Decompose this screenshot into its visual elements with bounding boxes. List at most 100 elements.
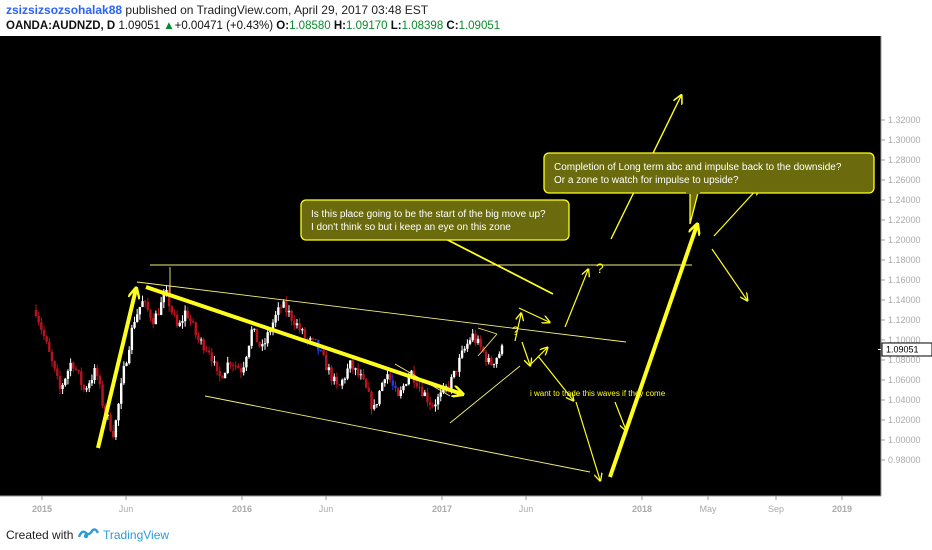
- time-tick-label: 2018: [632, 504, 652, 514]
- candle-body: [357, 368, 360, 376]
- symbol-line: OANDA:AUDNZD, D 1.09051 ▲+0.00471 (+0.43…: [6, 20, 501, 32]
- candle-body: [125, 363, 128, 366]
- candle-body: [463, 348, 466, 351]
- candle-body: [37, 315, 40, 323]
- candle-body: [40, 322, 43, 330]
- candle-body: [359, 374, 363, 376]
- up-triangle-icon: ▲: [163, 20, 175, 32]
- candle-body: [391, 380, 395, 386]
- price-tick-label: 1.28000: [888, 155, 921, 165]
- candle-body: [135, 314, 139, 322]
- candle-body: [130, 327, 134, 350]
- price-tick-label: 1.02000: [888, 415, 921, 425]
- candle-body: [45, 336, 48, 342]
- candle-body: [362, 374, 365, 379]
- author-link[interactable]: zsizsizsozsohalak88: [6, 3, 123, 17]
- price-tick-label: 1.16000: [888, 275, 921, 285]
- candle-body: [434, 404, 437, 407]
- candle-body: [74, 368, 78, 370]
- time-tick-label: 2017: [432, 504, 452, 514]
- candle-body: [490, 358, 493, 366]
- price-tick-label: 1.22000: [888, 215, 921, 225]
- candle-body: [367, 387, 371, 392]
- candle-body: [218, 371, 221, 376]
- candle-body: [50, 351, 54, 362]
- price-axis-ticks: 0.98000 1.00000 1.02000 1.04000 1.06000 1.080…: [881, 115, 921, 465]
- price-tick-label: 1.12000: [888, 315, 921, 325]
- candle-body: [319, 350, 323, 352]
- candle-body: [61, 384, 64, 389]
- candle-body: [58, 375, 62, 389]
- price-tick-label: 1.20000: [888, 235, 921, 245]
- candle-body: [479, 338, 482, 347]
- chart-header: zsizsizsozsohalak88 published on Trading…: [0, 0, 932, 36]
- candle-body: [327, 367, 331, 371]
- candle-body: [72, 362, 75, 369]
- open-value: 1.08580: [289, 20, 331, 32]
- candle-body: [271, 322, 275, 331]
- candle-body: [375, 404, 379, 406]
- candle-body: [466, 343, 469, 349]
- candle-body: [106, 414, 110, 416]
- candle-body: [82, 385, 86, 390]
- symbol-name: OANDA:AUDNZD, D: [6, 20, 116, 32]
- price-chart[interactable]: 0.98000 1.00000 1.02000 1.04000 1.06000 1.080…: [0, 36, 932, 518]
- time-tick-label: Jun: [319, 504, 334, 514]
- plot-background: [0, 36, 881, 496]
- candle-body: [293, 320, 296, 326]
- candle-body: [354, 368, 357, 370]
- candle-body: [372, 404, 376, 409]
- candle-body: [120, 383, 123, 404]
- time-tick-label: 2015: [32, 504, 52, 514]
- candle-body: [159, 302, 163, 315]
- candle-body: [455, 370, 458, 372]
- candle-body: [396, 388, 400, 396]
- candle-body: [154, 313, 158, 325]
- candle-body: [269, 330, 272, 333]
- candle-body: [245, 357, 248, 368]
- candle-body: [98, 376, 102, 385]
- candle-body: [162, 294, 166, 303]
- candle-body: [90, 380, 94, 384]
- price-tick-label: 1.26000: [888, 175, 921, 185]
- candle-body: [258, 342, 261, 347]
- price-tick-label: 1.14000: [888, 295, 921, 305]
- candle-body: [178, 322, 181, 326]
- candle-body: [335, 376, 339, 385]
- price-tick-label: 1.10000: [888, 335, 921, 345]
- candle-body: [290, 310, 293, 321]
- candle-body: [495, 357, 498, 364]
- time-axis-ticks: 2015 Jun 2016 Jun 2017 Jun 2018 May Sep 2019: [32, 496, 852, 514]
- candle-body: [48, 341, 51, 352]
- candle-body: [311, 338, 315, 340]
- candle-body: [458, 357, 461, 372]
- candle-body: [175, 314, 179, 326]
- candle-body: [442, 387, 445, 393]
- candle-body: [149, 309, 152, 319]
- time-tick-label: Sep: [768, 504, 784, 514]
- channel-upper-line: [136, 281, 627, 343]
- candle-body: [314, 338, 317, 340]
- footer: Created with TradingView: [0, 518, 932, 550]
- candle-body: [194, 322, 197, 336]
- channel-lower-line: [204, 395, 591, 473]
- candle-body: [202, 339, 205, 351]
- candle-body: [253, 328, 256, 330]
- candle-body: [452, 370, 456, 378]
- time-tick-label: 2016: [232, 504, 252, 514]
- candle-body: [231, 364, 235, 366]
- candle-body: [383, 379, 387, 383]
- last-price-value: 1.09051: [886, 344, 919, 354]
- candle-body: [151, 318, 155, 325]
- candle-body: [181, 321, 184, 323]
- candle-body: [261, 344, 264, 347]
- candle-body: [460, 350, 464, 358]
- publish-line: zsizsizsozsohalak88 published on Trading…: [6, 3, 428, 17]
- candle-body: [343, 378, 347, 380]
- candle-body: [301, 329, 304, 331]
- tradingview-brand-link[interactable]: TradingView: [103, 528, 170, 542]
- candle-body: [492, 363, 496, 366]
- candle-body: [388, 374, 392, 381]
- published-text: published on TradingView.com, April 29, …: [125, 3, 429, 17]
- price-change: +0.00471 (+0.43%): [174, 20, 274, 32]
